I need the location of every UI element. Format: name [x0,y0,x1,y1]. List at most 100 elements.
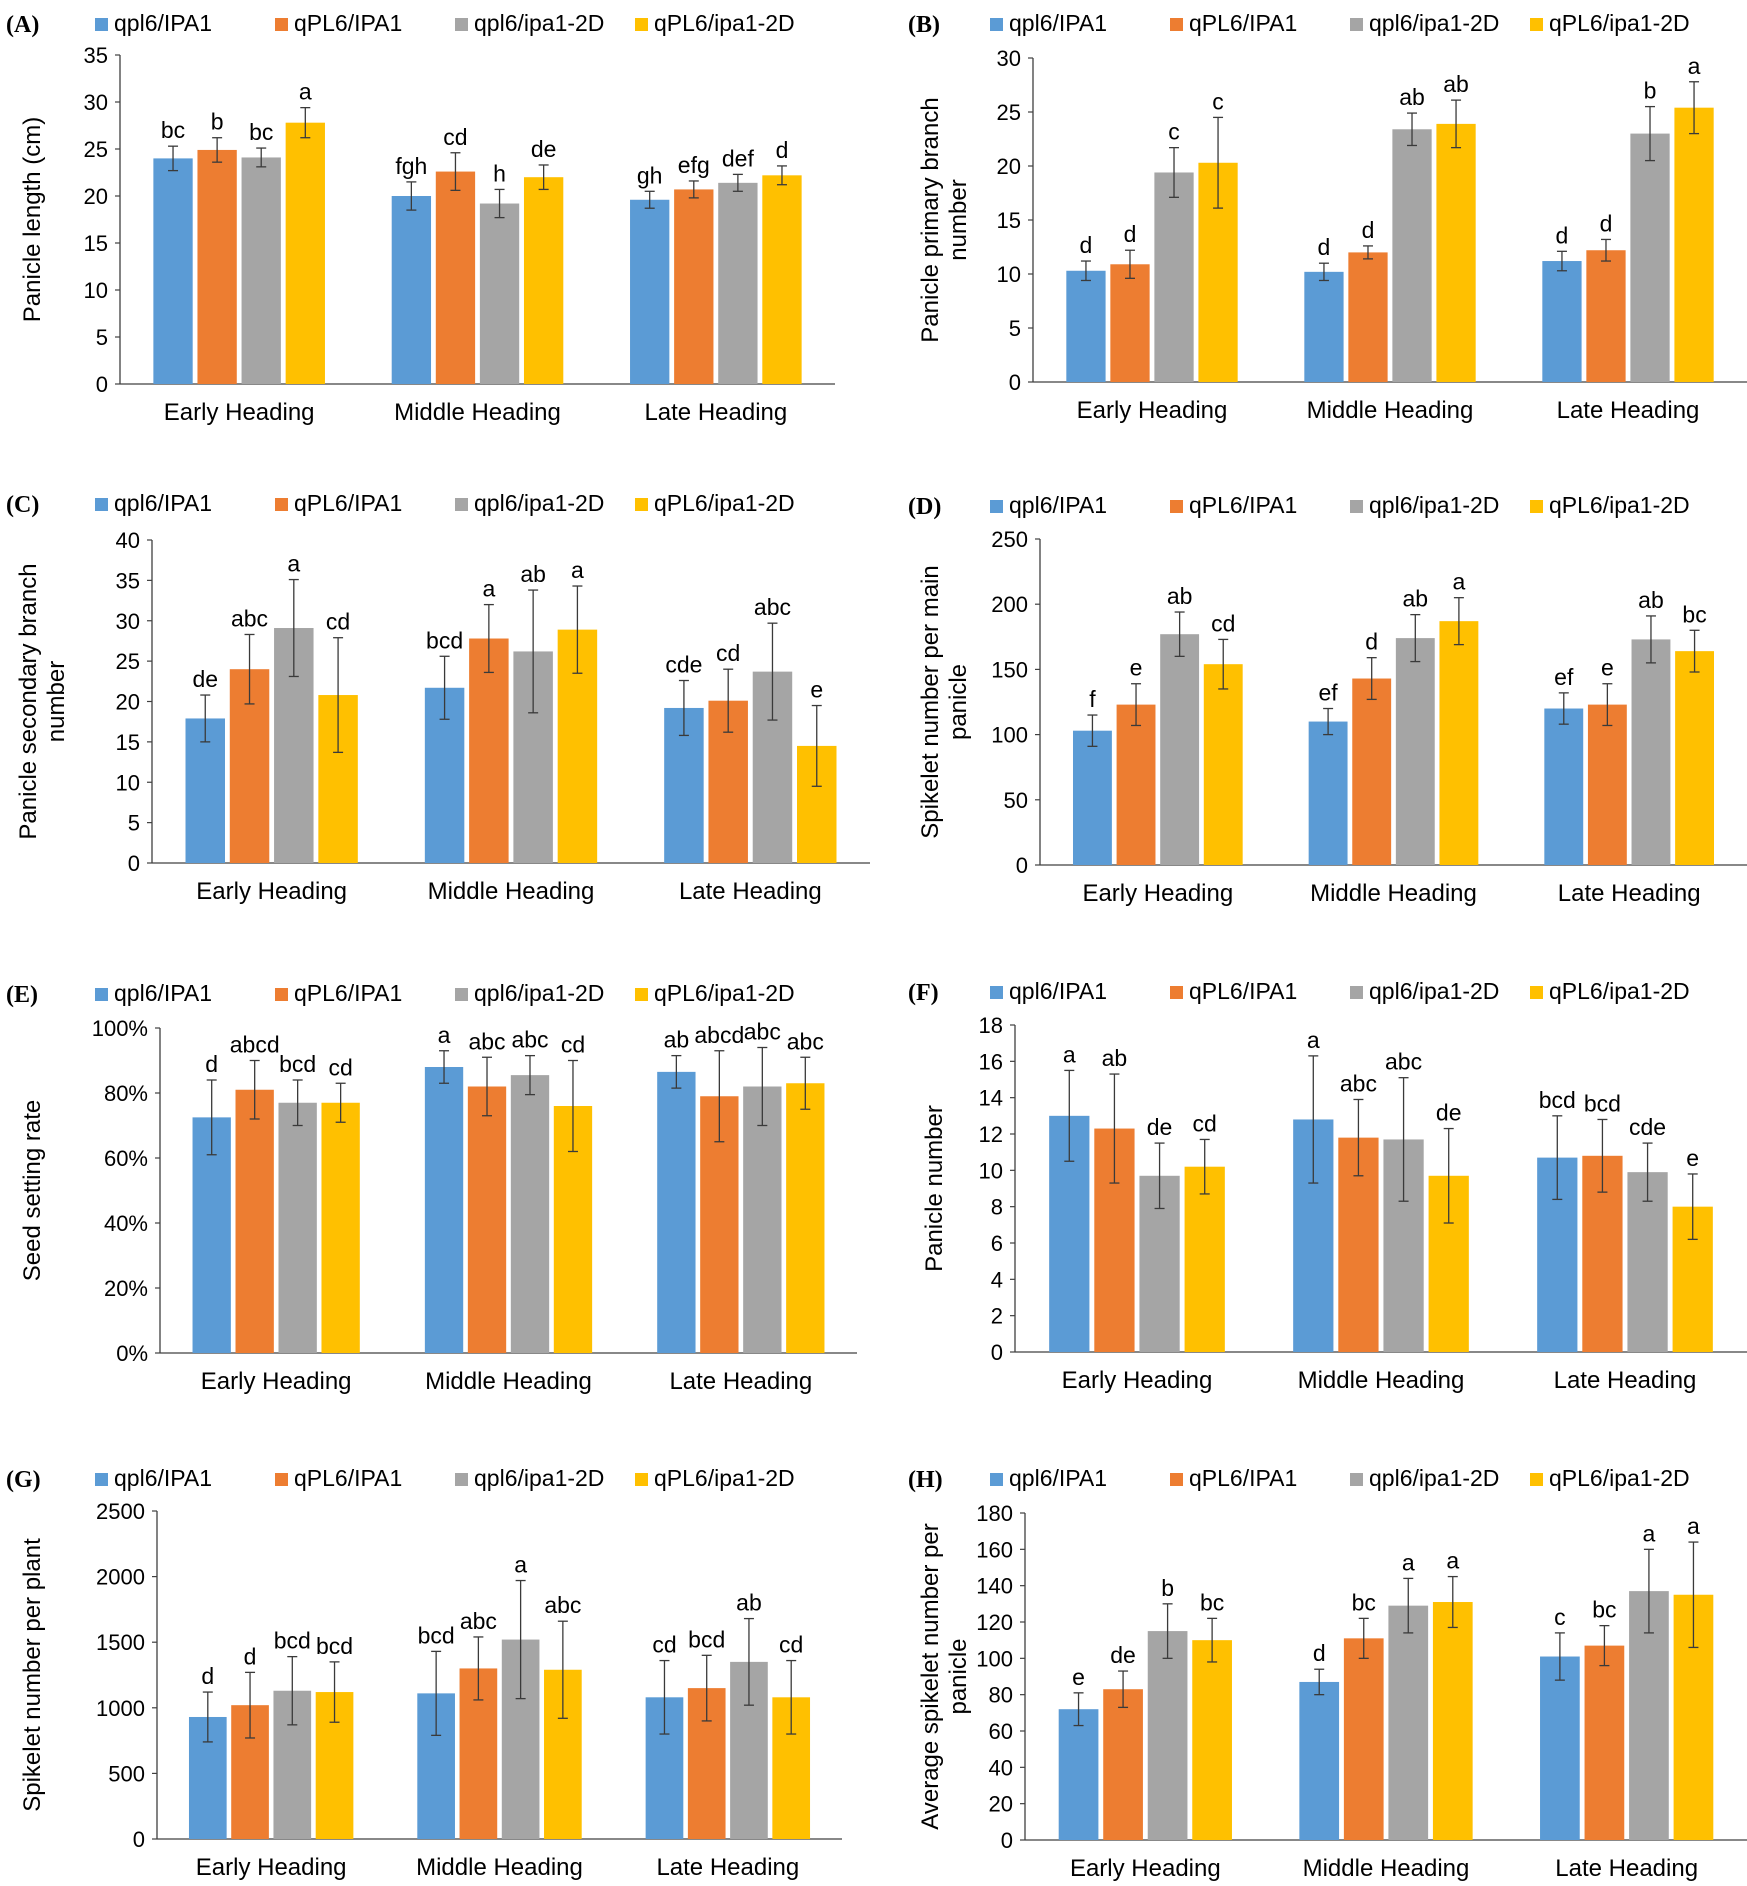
legend-swatch [455,498,468,511]
significance-label: a [482,576,495,602]
y-axis-title: number [43,661,70,742]
y-tick-label: 100% [92,1016,148,1041]
legend-swatch [95,1473,108,1486]
y-tick-label: 200 [991,592,1028,617]
bar [1116,704,1156,865]
y-tick-label: 10 [116,770,140,795]
significance-label: a [438,1022,451,1048]
y-tick-label: 0 [133,1827,145,1852]
y-tick-label: 180 [976,1501,1013,1526]
legend-swatch [95,988,108,1001]
x-category-label: Middle Heading [1298,1367,1465,1394]
x-category-label: Middle Heading [1303,1855,1470,1882]
significance-label: abc [787,1028,824,1054]
significance-label: a [514,1552,527,1578]
bar [469,638,509,863]
bar [674,189,714,384]
legend-label: qpl6/IPA1 [1009,1465,1107,1491]
significance-label: abc [544,1592,581,1618]
x-category-label: Late Heading [1558,880,1701,907]
y-tick-label: 0 [96,372,108,397]
bar [743,1086,782,1353]
y-tick-label: 40 [989,1755,1013,1780]
significance-label: ef [1554,664,1574,690]
bar [1584,1645,1625,1840]
legend-label: qpl6/ipa1-2D [474,1465,604,1491]
y-tick-label: 20 [989,1792,1013,1817]
legend-swatch [1170,1473,1183,1486]
significance-label: e [1072,1664,1085,1690]
y-tick-label: 12 [979,1122,1003,1147]
bar [1439,621,1479,865]
bar [153,158,193,384]
legend-swatch [95,18,108,31]
significance-label: de [1147,1114,1173,1140]
significance-label: cd [328,1054,352,1080]
significance-label: de [192,666,218,692]
y-tick-label: 80 [989,1683,1013,1708]
legend-swatch [635,498,648,511]
significance-label: ab [520,561,546,587]
y-tick-label: 2 [991,1304,1003,1329]
y-tick-label: 18 [979,1013,1003,1038]
legend-swatch [1170,18,1183,31]
bar [1674,107,1714,383]
significance-label: bcd [426,627,463,653]
y-tick-label: 60% [104,1146,148,1171]
significance-label: d [205,1051,218,1077]
bar [657,1071,696,1353]
bar [1147,1631,1188,1840]
y-tick-label: 10 [84,278,108,303]
legend-swatch [455,1473,468,1486]
bar [1392,129,1432,382]
significance-label: ab [1443,71,1469,97]
legend-swatch [990,500,1003,513]
bar [1343,1638,1384,1840]
y-tick-label: 100 [991,723,1028,748]
y-tick-label: 4 [991,1267,1003,1292]
x-category-label: Early Heading [1070,1855,1221,1882]
bar [467,1086,507,1353]
x-category-label: Middle Heading [425,1368,592,1395]
chart-panel-6: (F) qpl6/IPA1 qPL6/IPA1 qpl6/ipa1-2D qPL6/ip… [908,978,1747,1394]
y-tick-label: 20 [997,154,1021,179]
legend-swatch [1530,1473,1543,1486]
legend-swatch [1350,1473,1363,1486]
x-category-label: Early Heading [1082,880,1233,907]
legend-label: qPL6/ipa1-2D [654,10,795,36]
legend-label: qPL6/IPA1 [1189,978,1297,1004]
legend-swatch [455,988,468,1001]
y-tick-label: 10 [979,1158,1003,1183]
significance-label: de [1110,1642,1136,1668]
y-tick-label: 0% [116,1341,148,1366]
significance-label: d [1318,234,1331,260]
x-category-label: Early Heading [196,1854,347,1881]
y-tick-label: 2500 [96,1499,145,1524]
significance-label: abc [460,1608,497,1634]
significance-label: e [810,677,823,703]
chart-panel-2: (B) qpl6/IPA1 qPL6/IPA1 qpl6/ipa1-2D qPL6/ip… [908,10,1747,424]
significance-label: e [1601,655,1614,681]
legend-swatch [1170,986,1183,999]
legend-swatch [455,18,468,31]
y-tick-label: 1000 [96,1696,145,1721]
significance-label: cd [779,1632,803,1658]
x-category-label: Late Heading [669,1368,812,1395]
significance-label: d [1556,222,1569,248]
panel-label: (A) [6,12,39,38]
x-category-label: Middle Heading [1307,397,1474,424]
x-category-label: Early Heading [196,878,347,905]
significance-label: d [1313,1640,1326,1666]
legend-label: qPL6/IPA1 [1189,1465,1297,1491]
legend-swatch [275,18,288,31]
significance-label: bcd [1584,1090,1621,1116]
legend-swatch [635,18,648,31]
legend-label: qPL6/ipa1-2D [1549,978,1690,1004]
legend-label: qPL6/IPA1 [294,10,402,36]
bar [1631,639,1671,865]
legend-swatch [1170,500,1183,513]
significance-label: a [571,557,584,583]
significance-label: de [1436,1100,1462,1126]
legend-swatch [990,18,1003,31]
significance-label: a [1063,1041,1076,1067]
